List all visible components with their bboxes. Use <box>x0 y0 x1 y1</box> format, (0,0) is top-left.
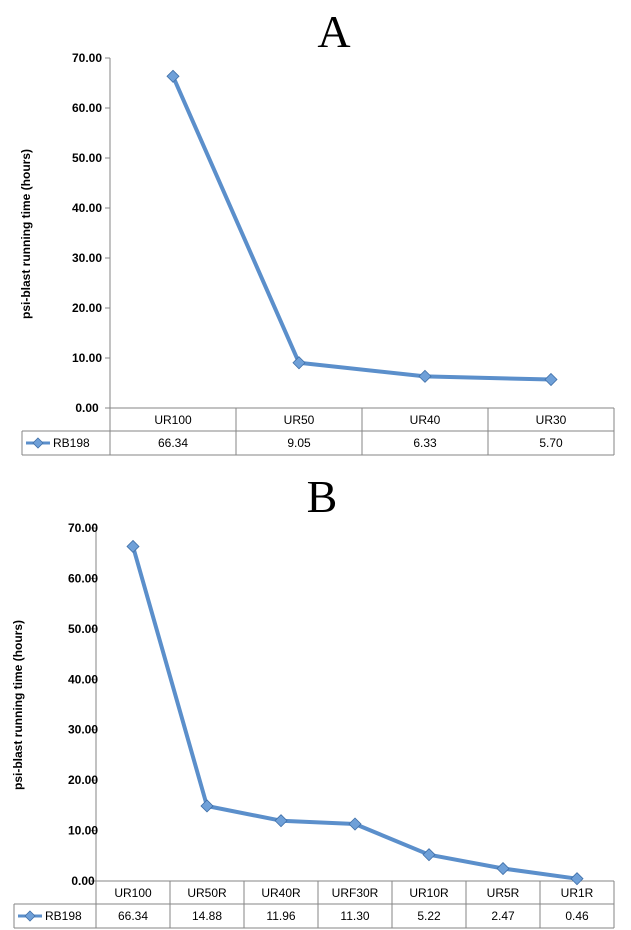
x-category-label: UR100 <box>154 413 192 427</box>
y-tick-label: 30.00 <box>68 723 98 737</box>
table-value-cell: 9.05 <box>287 436 311 450</box>
x-category-label: UR40R <box>261 886 301 900</box>
table-value-cell: 11.30 <box>340 909 369 923</box>
data-point <box>166 69 180 83</box>
y-tick-label: 30.00 <box>72 251 102 265</box>
legend-marker <box>32 437 44 449</box>
chart-a-ylabel: psi-blast running time (hours) <box>19 149 33 319</box>
table-value-cell: 11.96 <box>266 909 295 923</box>
x-category-label: UR30 <box>536 413 567 427</box>
table-value-cell: 5.70 <box>539 436 563 450</box>
chart-b: B psi-blast running time (hours) 0.00 10.… <box>11 471 615 929</box>
table-value-cell: 66.34 <box>118 909 148 923</box>
table-value-cell: 6.33 <box>413 436 437 450</box>
data-point <box>496 861 510 876</box>
chart-a: A psi-blast running time (hours) 0.00 10.… <box>19 6 615 456</box>
x-category-label: UR5R <box>487 886 520 900</box>
data-point <box>348 817 362 831</box>
chart-a-title: A <box>317 6 350 57</box>
chart-b-title: B <box>307 471 338 522</box>
data-point <box>200 799 214 813</box>
y-tick-label: 0.00 <box>71 874 95 888</box>
x-category-label: UR1R <box>561 886 594 900</box>
data-point <box>418 369 432 383</box>
table-value-cell: 5.22 <box>417 909 441 923</box>
legend-series-name: RB198 <box>45 909 82 923</box>
y-tick-label: 10.00 <box>68 824 98 838</box>
y-tick-label: 0.00 <box>75 401 99 415</box>
y-tick-label: 60.00 <box>68 571 98 585</box>
x-category-label: UR50 <box>284 413 315 427</box>
legend-series-name: RB198 <box>53 436 90 450</box>
table-value-cell: 0.46 <box>565 909 589 923</box>
table-value-cell: 14.88 <box>192 909 222 923</box>
y-tick-label: 50.00 <box>68 622 98 636</box>
x-category-label: URF30R <box>332 886 379 900</box>
data-point <box>292 356 306 370</box>
chart-b-ylabel: psi-blast running time (hours) <box>11 620 25 790</box>
series-line <box>171 74 553 382</box>
y-tick-label: 10.00 <box>72 351 102 365</box>
x-category-label: UR100 <box>114 886 152 900</box>
y-tick-label: 50.00 <box>72 151 102 165</box>
y-tick-label: 40.00 <box>72 201 102 215</box>
table-value-cell: 2.47 <box>491 909 515 923</box>
data-point <box>570 872 584 886</box>
y-tick-label: 60.00 <box>72 101 102 115</box>
data-point <box>544 372 558 387</box>
y-tick-label: 20.00 <box>68 773 98 787</box>
data-point <box>422 848 436 862</box>
y-tick-label: 20.00 <box>72 301 102 315</box>
y-tick-label: 40.00 <box>68 672 98 686</box>
x-category-label: UR50R <box>187 886 227 900</box>
y-tick-label: 70.00 <box>68 521 98 535</box>
x-category-label: UR10R <box>409 886 449 900</box>
legend-marker <box>24 910 36 922</box>
table-value-cell: 66.34 <box>158 436 188 450</box>
data-point <box>274 814 288 828</box>
y-tick-label: 70.00 <box>72 51 102 65</box>
x-category-label: UR40 <box>410 413 441 427</box>
data-point <box>126 539 140 554</box>
